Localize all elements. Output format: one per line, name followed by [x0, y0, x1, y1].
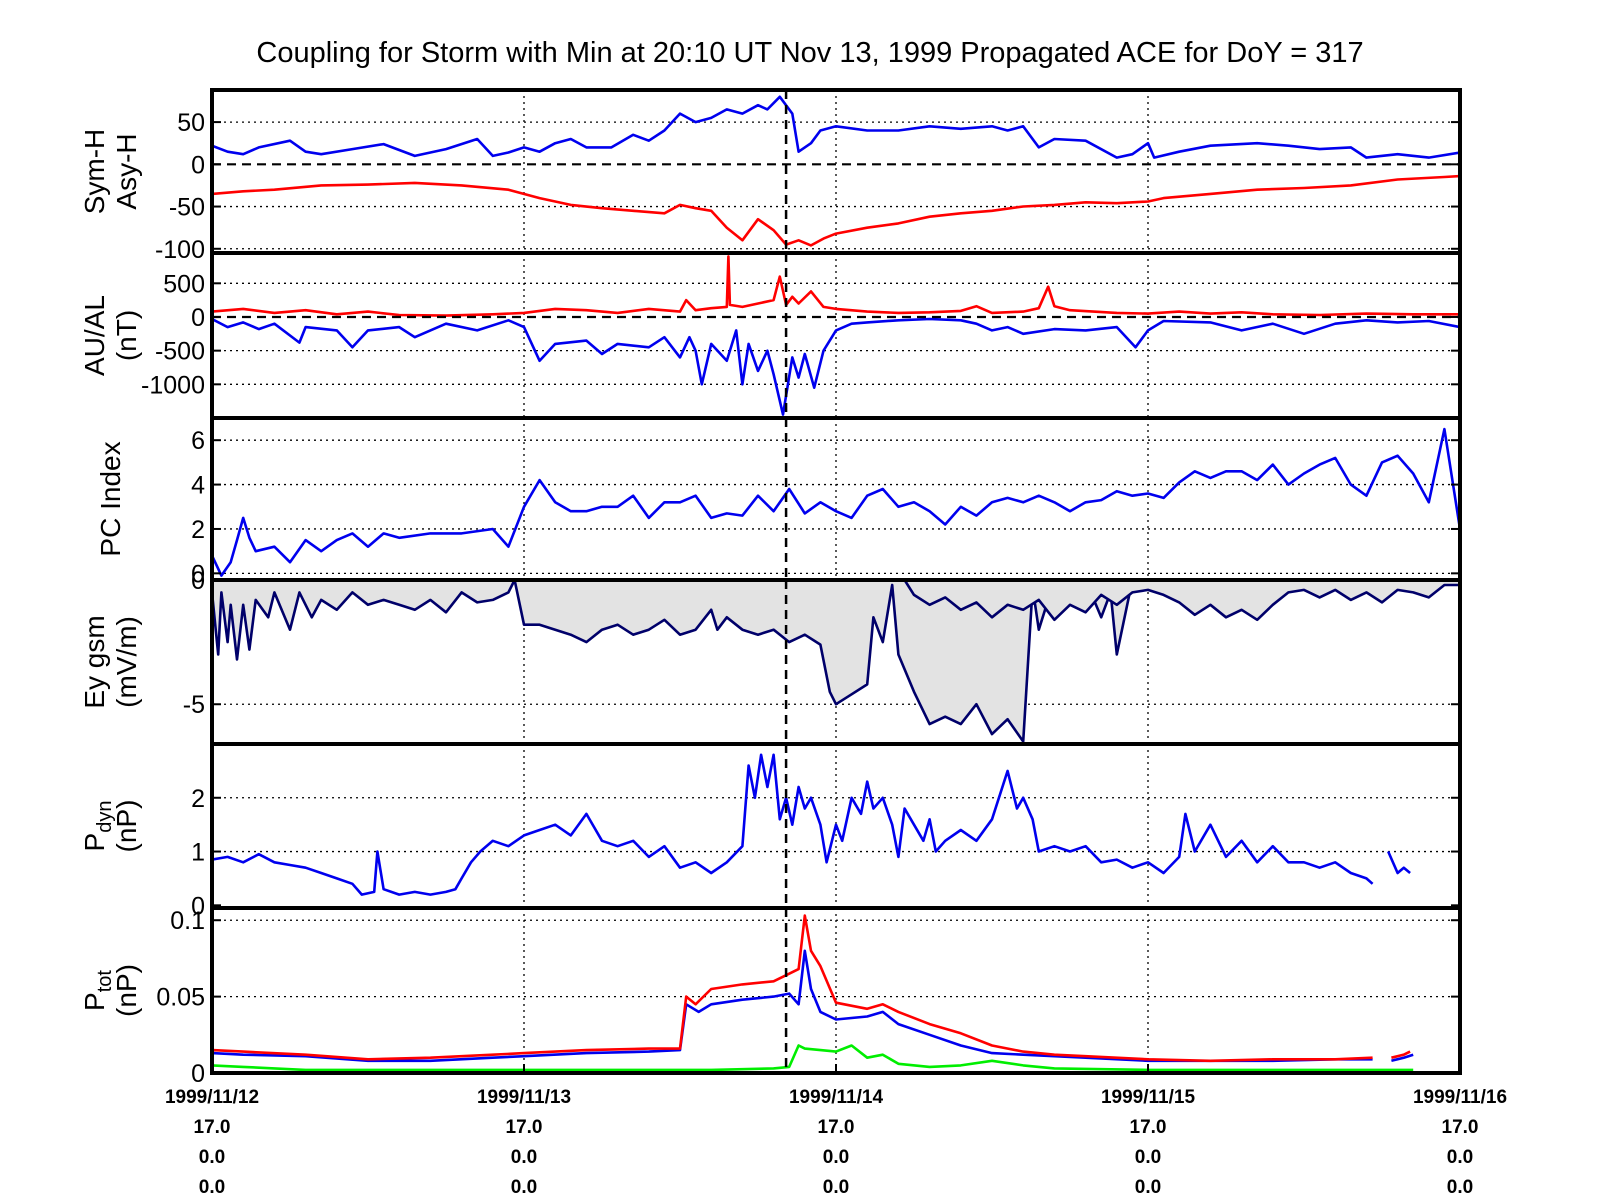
series-line-pdyn-1: [1387, 850, 1411, 875]
x-tick-label: 0.0: [823, 1177, 849, 1198]
series-line-au-al-1: [212, 317, 1460, 416]
x-tick-label: 1999/11/14: [789, 1087, 883, 1108]
series-line-pdyn-0: [212, 753, 1374, 896]
series-line-sym-asy-1: [212, 174, 1460, 247]
y-tick-label: 0: [191, 560, 205, 588]
panel-sym-asy: 50 0 -50 -100 Sym-H Asy-H: [79, 88, 1462, 264]
x-tick-label: 0.0: [823, 1147, 849, 1168]
x-tick-label: 0.0: [1447, 1177, 1473, 1198]
y-tick-label: 50: [177, 109, 205, 137]
series-line-ptot-0: [212, 1044, 1414, 1072]
y-tick-label: 4: [191, 472, 205, 500]
y-tick-label: 6: [191, 427, 205, 455]
x-tick-label: 0.0: [511, 1147, 537, 1168]
series-line-ey-0: [212, 580, 1134, 743]
y-tick-label: -1000: [141, 371, 205, 399]
series-line-au-al-0: [212, 255, 1460, 317]
y-tick-label: 0: [191, 151, 205, 179]
y-tick-label: 0: [191, 304, 205, 332]
y-tick-label: -50: [169, 194, 205, 222]
y-tick-label: 0.05: [156, 984, 205, 1012]
y-tick-label: 0: [191, 1060, 205, 1088]
y-tick-label: -5: [183, 691, 205, 719]
series-fill-ey-0: [212, 580, 1133, 742]
x-tick-label: 1999/11/15: [1101, 1087, 1195, 1108]
x-tick-label: 1999/11/16: [1413, 1087, 1507, 1108]
x-tick-label: 1999/11/12: [165, 1087, 259, 1108]
y-axis-label: (nT): [111, 310, 142, 361]
y-axis-label: Pdyn: [79, 801, 116, 852]
series-line-ptot-4: [1391, 1050, 1411, 1059]
panel-pdyn: 2 1 0 Pdyn(nP): [79, 742, 1462, 920]
x-tick-label: 17.0: [506, 1117, 543, 1138]
x-tick-label: 0.0: [1135, 1147, 1161, 1168]
y-tick-label: 0: [191, 892, 205, 920]
x-tick-label: 0.0: [1447, 1147, 1473, 1168]
y-tick-label: 2: [191, 785, 205, 813]
y-axis-label: Ey gsm: [79, 615, 110, 708]
y-axis-label: (nP): [111, 964, 142, 1017]
panel-ptot: 0.1 0.05 0 Ptot(nP): [79, 906, 1462, 1088]
x-tick-label: 17.0: [194, 1117, 231, 1138]
y-tick-label: -100: [155, 236, 205, 264]
y-axis-label: PC Index: [95, 441, 126, 556]
x-tick-label: 1999/11/13: [477, 1087, 571, 1108]
y-axis-label: (mV/m): [111, 616, 142, 708]
series-fill-ey-1: [904, 580, 1460, 620]
x-tick-label: 17.0: [818, 1117, 855, 1138]
y-axis-label: (nP): [111, 800, 142, 853]
y-tick-label: 0: [191, 567, 205, 595]
x-axis-labels: 1999/11/12 17.0 0.0 0.0 1999/11/13 17.0 0.0 0.0…: [165, 1064, 1507, 1198]
x-tick-label: 0.0: [199, 1177, 225, 1198]
series-line-pc-0: [212, 427, 1460, 577]
y-axis-label: Asy-H: [111, 133, 142, 209]
panel-pc: 6 4 2 0 PC Index: [95, 416, 1462, 588]
y-tick-label: -500: [155, 338, 205, 366]
y-axis-label: AU/AL: [79, 295, 110, 376]
x-tick-label: 17.0: [1442, 1117, 1479, 1138]
y-tick-label: 0.1: [170, 907, 205, 935]
series-line-sym-asy-0: [212, 95, 1460, 159]
y-tick-label: 1: [191, 839, 205, 867]
x-tick-label: 0.0: [1135, 1177, 1161, 1198]
series-line-ptot-1: [212, 949, 1373, 1063]
series-line-ptot-3: [1391, 1053, 1414, 1063]
panel-au-al: 500 0 -500 -1000 AU/AL (nT): [79, 251, 1462, 420]
x-tick-label: 0.0: [511, 1177, 537, 1198]
y-axis-label: Ptot: [79, 970, 116, 1011]
series-line-ey-1: [903, 580, 1460, 622]
y-tick-label: 500: [163, 270, 205, 298]
x-tick-label: 17.0: [1130, 1117, 1167, 1138]
series-line-ptot-2: [212, 914, 1373, 1063]
y-axis-label: Sym-H: [79, 129, 110, 215]
y-tick-label: 2: [191, 516, 205, 544]
panel-ey: 0 -5 Ey gsm (mV/m): [79, 567, 1462, 746]
chart-title: Coupling for Storm with Min at 20:10 UT …: [256, 37, 1363, 69]
x-tick-label: 0.0: [199, 1147, 225, 1168]
